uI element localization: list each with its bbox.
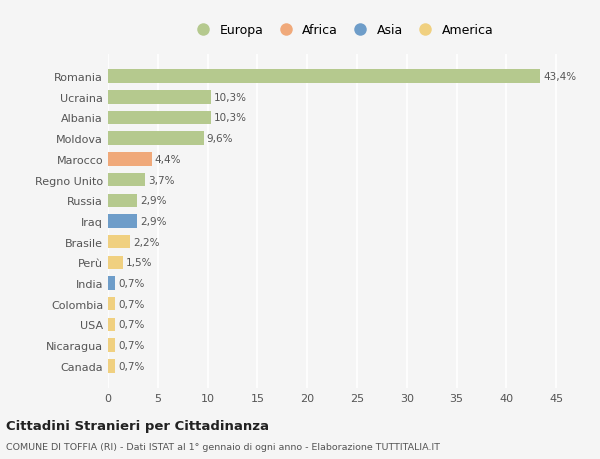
Text: 2,9%: 2,9% [140,217,166,226]
Bar [108,318,115,331]
Text: 0,7%: 0,7% [118,320,145,330]
Bar [108,174,145,187]
Bar [108,112,211,125]
Text: 0,7%: 0,7% [118,279,145,288]
Text: 0,7%: 0,7% [118,341,145,350]
Bar [108,215,137,228]
Bar [108,297,115,311]
Text: 2,2%: 2,2% [133,237,160,247]
Bar [108,277,115,290]
Bar [108,153,152,166]
Text: 10,3%: 10,3% [214,113,247,123]
Bar [108,235,130,249]
Bar [108,359,115,373]
Text: 9,6%: 9,6% [206,134,233,144]
Text: 2,9%: 2,9% [140,196,166,206]
Bar [108,194,137,207]
Bar [108,256,123,269]
Text: 4,4%: 4,4% [155,155,181,164]
Text: 43,4%: 43,4% [543,72,576,82]
Text: 3,7%: 3,7% [148,175,175,185]
Text: COMUNE DI TOFFIA (RI) - Dati ISTAT al 1° gennaio di ogni anno - Elaborazione TUT: COMUNE DI TOFFIA (RI) - Dati ISTAT al 1°… [6,442,440,451]
Text: 10,3%: 10,3% [214,93,247,102]
Text: Cittadini Stranieri per Cittadinanza: Cittadini Stranieri per Cittadinanza [6,419,269,432]
Text: 1,5%: 1,5% [126,258,152,268]
Legend: Europa, Africa, Asia, America: Europa, Africa, Asia, America [188,22,496,39]
Bar [108,132,203,146]
Text: 0,7%: 0,7% [118,299,145,309]
Bar [108,339,115,352]
Text: 0,7%: 0,7% [118,361,145,371]
Bar [108,91,211,104]
Bar [108,70,540,84]
